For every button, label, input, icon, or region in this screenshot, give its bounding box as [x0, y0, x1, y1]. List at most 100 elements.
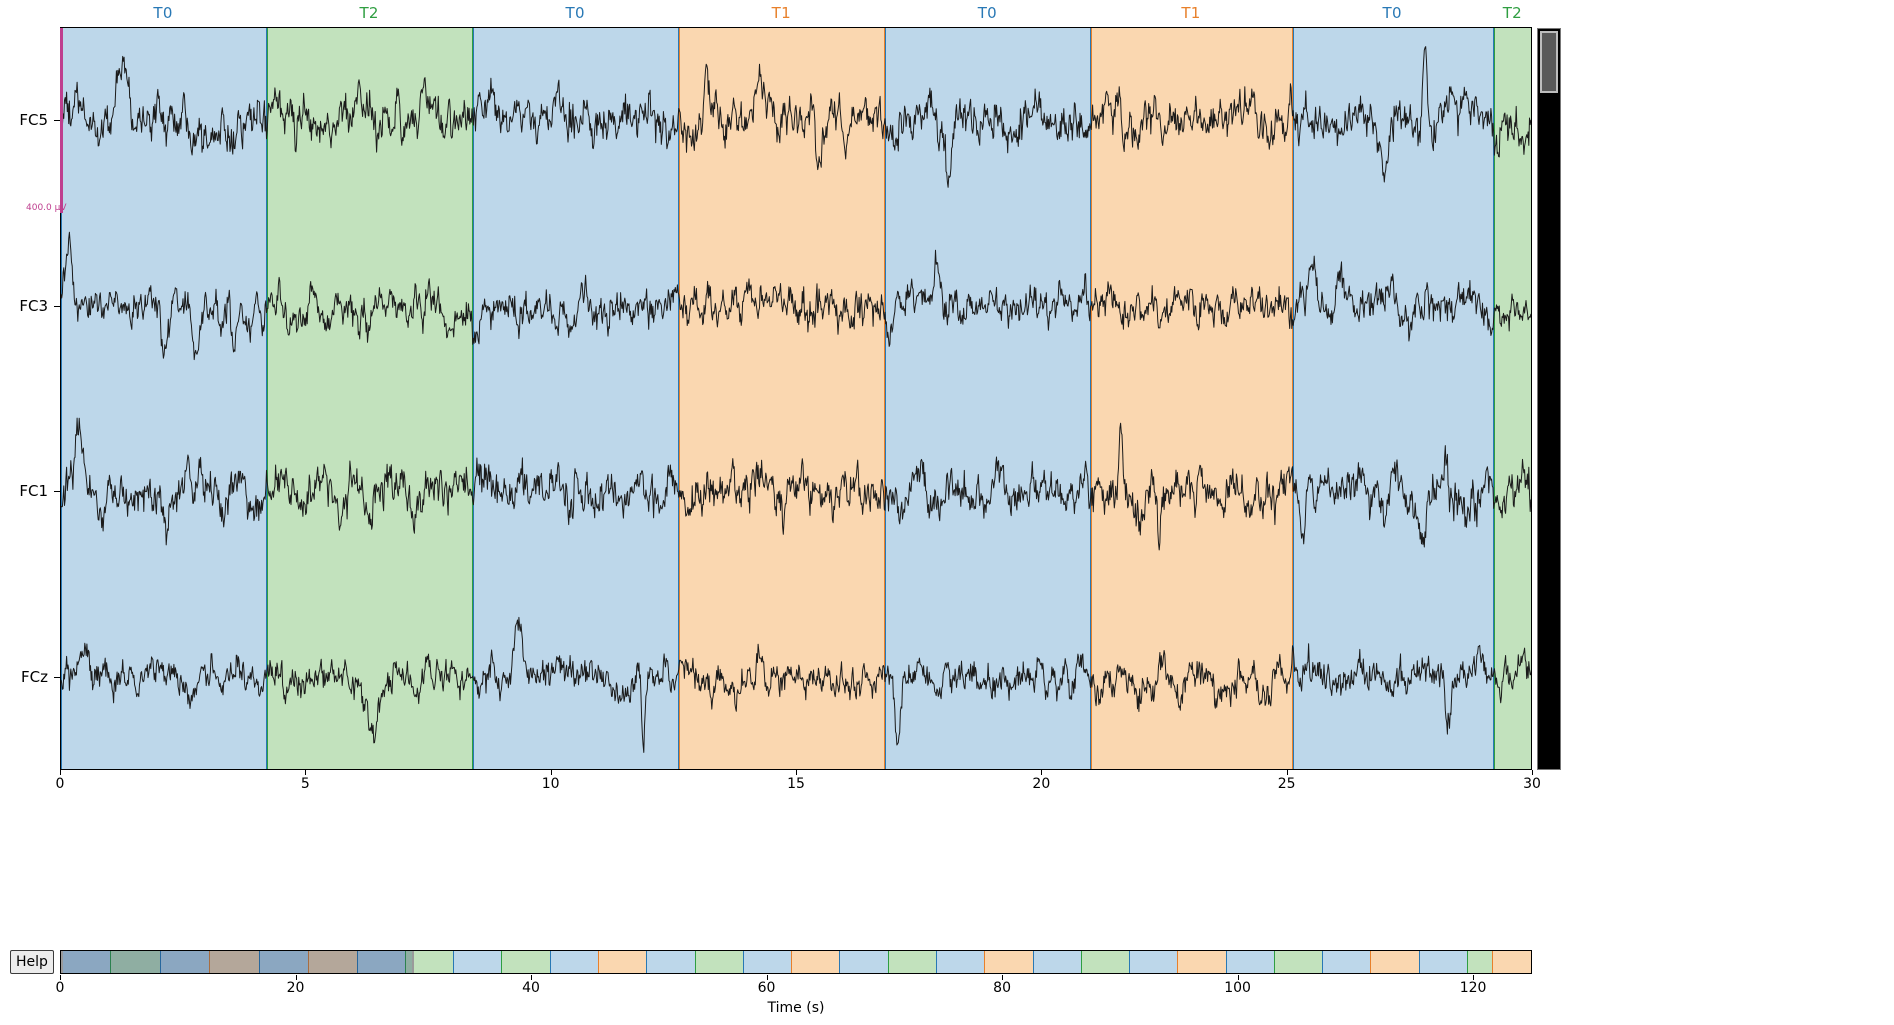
annotation-span-t2[interactable] [267, 28, 474, 769]
overview-annotation-t2 [1467, 951, 1492, 973]
overview-annotation-t1 [1177, 951, 1226, 973]
overview-axis-tick-label: 80 [993, 980, 1011, 996]
annotation-edge-right[interactable] [266, 28, 268, 769]
x-axis-tick-label: 25 [1277, 776, 1296, 792]
overview-axis-tick [1473, 975, 1475, 980]
annotation-edge-right[interactable] [1090, 28, 1092, 769]
x-axis-tick [1286, 770, 1288, 775]
annotation-edge-left[interactable] [679, 28, 681, 769]
overview-annotation-t0 [1418, 951, 1468, 973]
annotation-span-t0[interactable] [1292, 28, 1494, 769]
annotation-span-t0[interactable] [885, 28, 1092, 769]
help-button[interactable]: Help [10, 950, 54, 974]
overview-axis-tick [766, 975, 768, 980]
x-axis-tick-label: 5 [300, 776, 310, 792]
x-axis-tick [1041, 770, 1043, 775]
annotation-edge-right[interactable] [1291, 28, 1293, 769]
annotation-edge-left[interactable] [885, 28, 887, 769]
overview-annotation-t0 [549, 951, 598, 973]
overview-view-window[interactable] [61, 951, 415, 973]
overview-annotation-t1 [1491, 951, 1531, 973]
overview-axis-tick [1002, 975, 1004, 980]
overview-annotation-t1 [1370, 951, 1419, 973]
annotation-label-t1: T1 [1181, 4, 1201, 22]
vertical-scrollbar[interactable] [1537, 28, 1561, 770]
channel-label-fc5[interactable]: FC5 [0, 110, 60, 129]
annotation-span-t0[interactable] [473, 28, 680, 769]
annotation-edge-left[interactable] [1091, 28, 1093, 769]
channel-label-fc1[interactable]: FC1 [0, 481, 60, 500]
overview-axis-tick-label: 60 [757, 980, 776, 996]
annotation-edge-right[interactable] [884, 28, 886, 769]
overview-axis-tick-label: 0 [55, 980, 65, 996]
annotation-edge-right[interactable] [1492, 28, 1494, 769]
x-axis-tick [796, 770, 797, 775]
annotation-edge-left[interactable] [1292, 28, 1294, 769]
annotation-label-strip: T0 T2 T0 T1 T0 T1 T0 T2 [0, 0, 1894, 27]
overview-axis-tick [531, 975, 533, 980]
channel-axis-tick [54, 119, 60, 121]
annotation-label-t0: T0 [1382, 4, 1402, 22]
x-axis-tick-label: 0 [55, 776, 65, 792]
overview-annotation-t0 [1032, 951, 1081, 973]
annotation-label-t0: T0 [977, 4, 998, 22]
annotation-edge-right[interactable] [472, 28, 474, 769]
x-axis-tick [60, 770, 61, 775]
annotation-label-t0: T0 [565, 4, 585, 22]
annotation-edge-left[interactable] [267, 28, 269, 769]
annotation-edge-left[interactable] [473, 28, 475, 769]
x-axis-label: Time (s) [767, 1000, 825, 1016]
overview-annotation-t2 [404, 951, 454, 973]
scale-bar-label: 400.0 µV [26, 203, 67, 213]
annotation-span-t1[interactable] [1091, 28, 1293, 769]
right-blank-pane [1562, 0, 1894, 1025]
annotation-span-t0[interactable] [61, 28, 268, 769]
overview-annotation-t2 [110, 951, 160, 973]
annotation-span-t1[interactable] [679, 28, 886, 769]
x-axis-tick [550, 770, 552, 775]
channel-label-fcz[interactable]: FCz [0, 667, 60, 686]
vertical-scrollbar-thumb[interactable] [1540, 31, 1558, 93]
overview-annotation-t2 [1273, 951, 1323, 973]
overview-axis-tick [1237, 975, 1239, 980]
overview-axis-tick-label: 40 [522, 980, 540, 996]
overview-axis-tick-label: 20 [286, 980, 305, 996]
overview-axis-tick-label: 100 [1224, 980, 1251, 996]
overview-annotation-t2 [1080, 951, 1130, 973]
x-axis-tick-label: 15 [787, 776, 805, 792]
annotation-label-t1: T1 [771, 4, 791, 22]
channel-axis-tick [54, 677, 60, 679]
overview-annotation-t0 [453, 951, 502, 973]
overview-annotation-t1 [791, 951, 840, 973]
x-axis-tick-label: 30 [1523, 776, 1541, 792]
overview-annotation-t1 [597, 951, 647, 973]
overview-annotation-t0 [1322, 951, 1371, 973]
overview-annotation-t0 [646, 951, 695, 973]
overview-annotation-t0 [935, 951, 985, 973]
annotation-label-t0: T0 [153, 4, 173, 22]
overview-annotation-t2 [501, 951, 550, 973]
overview-annotation-t0 [258, 951, 309, 973]
overview-annotation-t0 [1129, 951, 1178, 973]
overview-annotation-t0 [159, 951, 210, 973]
main-time-axis: 0 5 10 15 20 25 30 [56, 770, 1541, 796]
channel-label-fc3[interactable]: FC3 [0, 296, 60, 315]
overview-axis-tick [295, 975, 297, 980]
annotation-span-t2[interactable] [1493, 28, 1531, 769]
overview-scrollbar[interactable] [60, 950, 1532, 974]
annotation-edge-left[interactable] [1493, 28, 1495, 769]
eeg-traces-plot[interactable] [60, 27, 1532, 770]
overview-axis-tick [60, 975, 61, 980]
annotation-edge-right[interactable] [678, 28, 680, 769]
overview-annotation-t1 [308, 951, 357, 973]
overview-annotation-t1 [209, 951, 259, 973]
overview-annotation-t1 [984, 951, 1033, 973]
x-axis-tick [1532, 770, 1533, 775]
channel-label-text: FCz [21, 668, 48, 687]
overview-annotation-t2 [887, 951, 936, 973]
channel-label-text: FC5 [19, 110, 48, 129]
annotation-edge-left[interactable] [61, 28, 62, 769]
overview-time-axis: 0 20 40 60 80 100 120 [56, 975, 1532, 999]
channel-axis-tick [54, 491, 60, 493]
